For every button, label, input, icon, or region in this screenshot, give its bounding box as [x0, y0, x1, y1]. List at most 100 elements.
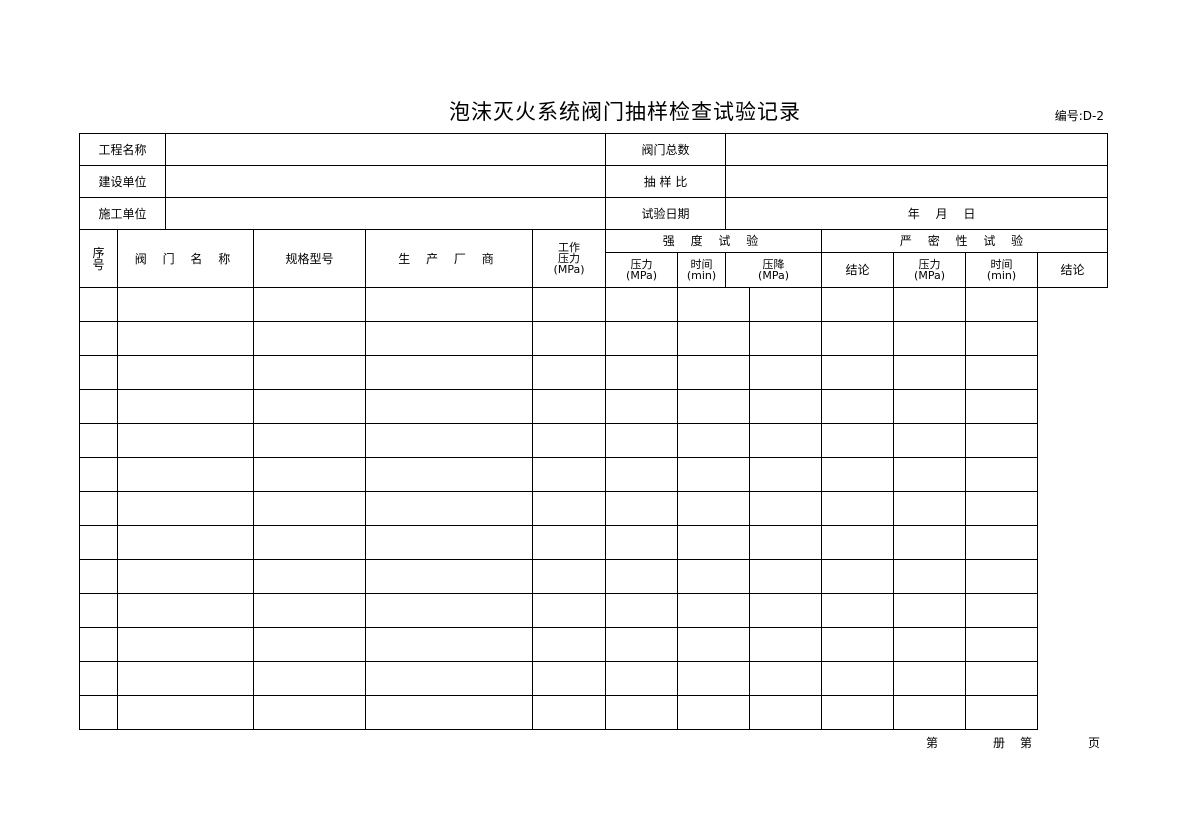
table-cell[interactable]: [532, 695, 607, 730]
table-cell[interactable]: [677, 593, 751, 628]
table-cell[interactable]: [749, 491, 823, 526]
table-cell[interactable]: [253, 593, 367, 628]
table-cell[interactable]: [677, 661, 751, 696]
table-cell[interactable]: [965, 321, 1039, 356]
table-cell[interactable]: [116, 695, 255, 730]
table-cell[interactable]: [893, 593, 967, 628]
table-cell[interactable]: [253, 695, 367, 730]
table-cell[interactable]: [821, 593, 895, 628]
table-cell[interactable]: [365, 457, 534, 492]
table-cell[interactable]: [605, 593, 679, 628]
table-cell[interactable]: [965, 389, 1039, 424]
sample-ratio-field[interactable]: [725, 165, 1109, 198]
table-cell[interactable]: [677, 389, 751, 424]
table-cell[interactable]: [677, 457, 751, 492]
table-cell[interactable]: [605, 389, 679, 424]
table-cell[interactable]: [79, 321, 118, 356]
table-cell[interactable]: [116, 491, 255, 526]
table-cell[interactable]: [893, 525, 967, 560]
table-cell[interactable]: [605, 695, 679, 730]
table-cell[interactable]: [365, 423, 534, 458]
table-cell[interactable]: [965, 559, 1039, 594]
table-cell[interactable]: [749, 593, 823, 628]
table-cell[interactable]: [532, 525, 607, 560]
table-cell[interactable]: [253, 559, 367, 594]
table-cell[interactable]: [821, 559, 895, 594]
table-cell[interactable]: [605, 491, 679, 526]
table-cell[interactable]: [532, 321, 607, 356]
table-cell[interactable]: [893, 355, 967, 390]
table-cell[interactable]: [365, 661, 534, 696]
table-cell[interactable]: [605, 287, 679, 322]
table-cell[interactable]: [677, 287, 751, 322]
table-cell[interactable]: [79, 287, 118, 322]
table-cell[interactable]: [365, 695, 534, 730]
valve-total-field[interactable]: [725, 133, 1109, 166]
table-cell[interactable]: [532, 355, 607, 390]
table-cell[interactable]: [365, 491, 534, 526]
test-date-field[interactable]: 年 月 日: [725, 197, 1109, 230]
table-cell[interactable]: [532, 287, 607, 322]
table-cell[interactable]: [253, 661, 367, 696]
table-cell[interactable]: [116, 457, 255, 492]
table-cell[interactable]: [821, 525, 895, 560]
table-cell[interactable]: [893, 457, 967, 492]
table-cell[interactable]: [365, 389, 534, 424]
table-cell[interactable]: [532, 593, 607, 628]
table-cell[interactable]: [365, 321, 534, 356]
table-cell[interactable]: [893, 389, 967, 424]
table-cell[interactable]: [821, 287, 895, 322]
table-cell[interactable]: [965, 287, 1039, 322]
table-cell[interactable]: [749, 627, 823, 662]
table-cell[interactable]: [821, 661, 895, 696]
table-cell[interactable]: [253, 355, 367, 390]
table-cell[interactable]: [116, 321, 255, 356]
table-cell[interactable]: [749, 457, 823, 492]
table-cell[interactable]: [79, 525, 118, 560]
table-cell[interactable]: [749, 661, 823, 696]
table-cell[interactable]: [821, 457, 895, 492]
table-cell[interactable]: [893, 423, 967, 458]
table-cell[interactable]: [79, 423, 118, 458]
table-cell[interactable]: [821, 355, 895, 390]
table-cell[interactable]: [893, 287, 967, 322]
table-cell[interactable]: [79, 593, 118, 628]
table-cell[interactable]: [79, 491, 118, 526]
table-cell[interactable]: [749, 355, 823, 390]
table-cell[interactable]: [116, 559, 255, 594]
table-cell[interactable]: [79, 457, 118, 492]
table-cell[interactable]: [965, 525, 1039, 560]
table-cell[interactable]: [821, 389, 895, 424]
table-cell[interactable]: [116, 423, 255, 458]
table-cell[interactable]: [79, 355, 118, 390]
table-cell[interactable]: [253, 491, 367, 526]
table-cell[interactable]: [677, 559, 751, 594]
table-cell[interactable]: [965, 627, 1039, 662]
table-cell[interactable]: [677, 321, 751, 356]
table-cell[interactable]: [677, 627, 751, 662]
table-cell[interactable]: [965, 355, 1039, 390]
table-cell[interactable]: [79, 661, 118, 696]
table-cell[interactable]: [365, 287, 534, 322]
table-cell[interactable]: [253, 457, 367, 492]
table-cell[interactable]: [821, 695, 895, 730]
table-cell[interactable]: [79, 559, 118, 594]
table-cell[interactable]: [965, 593, 1039, 628]
project-name-field[interactable]: [165, 133, 607, 166]
table-cell[interactable]: [253, 627, 367, 662]
table-cell[interactable]: [893, 695, 967, 730]
table-cell[interactable]: [749, 321, 823, 356]
table-cell[interactable]: [116, 525, 255, 560]
table-cell[interactable]: [532, 627, 607, 662]
table-cell[interactable]: [677, 355, 751, 390]
table-cell[interactable]: [532, 389, 607, 424]
table-cell[interactable]: [532, 457, 607, 492]
table-cell[interactable]: [532, 423, 607, 458]
table-cell[interactable]: [605, 423, 679, 458]
table-cell[interactable]: [677, 423, 751, 458]
table-cell[interactable]: [253, 525, 367, 560]
table-cell[interactable]: [532, 559, 607, 594]
table-cell[interactable]: [532, 491, 607, 526]
table-cell[interactable]: [79, 627, 118, 662]
table-cell[interactable]: [605, 525, 679, 560]
